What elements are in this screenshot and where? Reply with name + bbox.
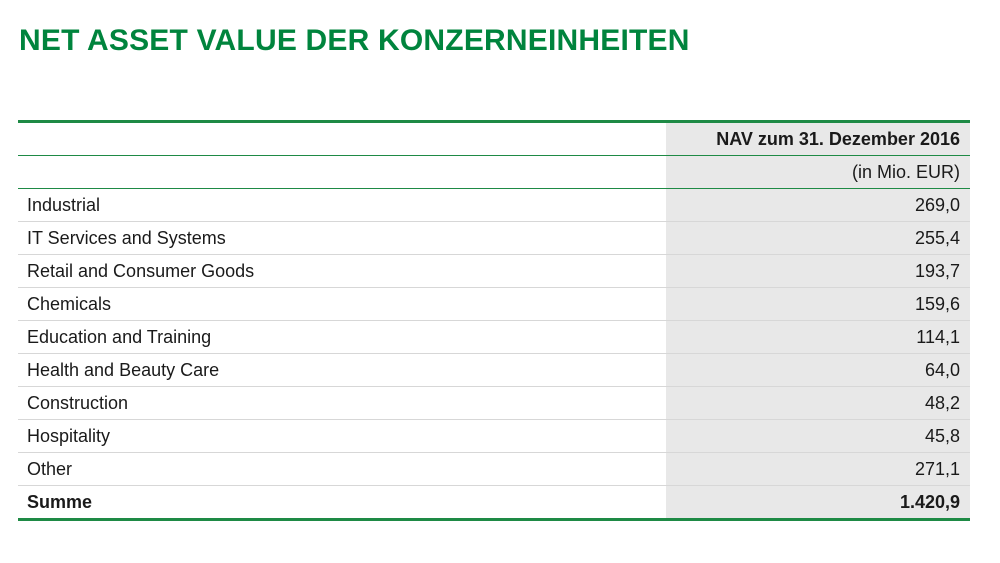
row-value: 45,8 xyxy=(666,419,970,453)
header-label-cell xyxy=(18,120,666,156)
row-value: 255,4 xyxy=(666,221,970,255)
table-header-row: NAV zum 31. Dezember 2016 xyxy=(18,120,970,156)
unit-label-cell xyxy=(18,155,666,189)
unit-label: (in Mio. EUR) xyxy=(666,155,970,189)
row-value: 193,7 xyxy=(666,254,970,288)
table-row: IT Services and Systems 255,4 xyxy=(18,221,970,255)
row-label: IT Services and Systems xyxy=(18,221,666,255)
row-label: Chemicals xyxy=(18,287,666,321)
row-label: Hospitality xyxy=(18,419,666,453)
row-value: 64,0 xyxy=(666,353,970,387)
row-label: Other xyxy=(18,452,666,486)
table-row: Retail and Consumer Goods 193,7 xyxy=(18,254,970,288)
nav-table: NAV zum 31. Dezember 2016 (in Mio. EUR) … xyxy=(18,120,970,521)
row-label: Education and Training xyxy=(18,320,666,354)
row-value: 114,1 xyxy=(666,320,970,354)
table-row: Health and Beauty Care 64,0 xyxy=(18,353,970,387)
column-header: NAV zum 31. Dezember 2016 xyxy=(666,120,970,156)
row-value: 48,2 xyxy=(666,386,970,420)
table-row: Education and Training 114,1 xyxy=(18,320,970,354)
row-label: Retail and Consumer Goods xyxy=(18,254,666,288)
row-value: 159,6 xyxy=(666,287,970,321)
table-row: Other 271,1 xyxy=(18,452,970,486)
row-value: 269,0 xyxy=(666,188,970,222)
page-title: NET ASSET VALUE DER KONZERNEINHEITEN xyxy=(19,24,690,57)
total-value: 1.420,9 xyxy=(666,485,970,521)
row-label: Industrial xyxy=(18,188,666,222)
table-row: Chemicals 159,6 xyxy=(18,287,970,321)
row-label: Health and Beauty Care xyxy=(18,353,666,387)
total-label: Summe xyxy=(18,485,666,521)
row-value: 271,1 xyxy=(666,452,970,486)
table-row: Hospitality 45,8 xyxy=(18,419,970,453)
table-unit-row: (in Mio. EUR) xyxy=(18,155,970,189)
row-label: Construction xyxy=(18,386,666,420)
table-row: Construction 48,2 xyxy=(18,386,970,420)
total-row: Summe 1.420,9 xyxy=(18,485,970,521)
table-row: Industrial 269,0 xyxy=(18,188,970,222)
